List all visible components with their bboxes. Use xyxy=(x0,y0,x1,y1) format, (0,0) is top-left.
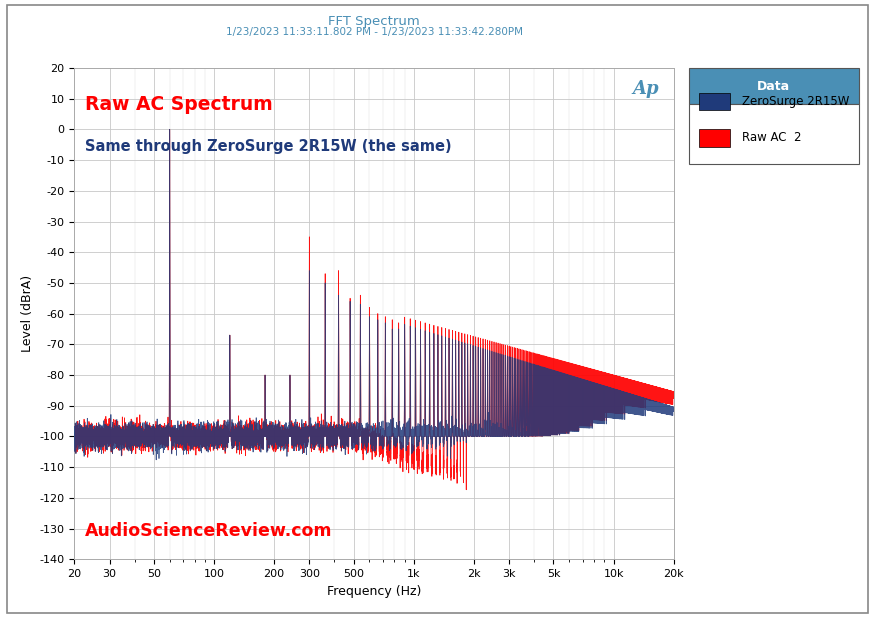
Text: Same through ZeroSurge 2R15W (the same): Same through ZeroSurge 2R15W (the same) xyxy=(85,139,452,154)
Bar xyxy=(699,93,730,110)
Text: 1/23/2023 11:33:11.802 PM - 1/23/2023 11:33:42.280PM: 1/23/2023 11:33:11.802 PM - 1/23/2023 11… xyxy=(226,27,522,36)
Bar xyxy=(699,129,730,146)
Text: Ap: Ap xyxy=(632,80,659,98)
Text: Data: Data xyxy=(758,80,790,93)
Text: Raw AC  2: Raw AC 2 xyxy=(741,132,801,145)
Bar xyxy=(689,68,859,104)
Text: AudioScienceReview.com: AudioScienceReview.com xyxy=(85,522,332,540)
X-axis label: Frequency (Hz): Frequency (Hz) xyxy=(327,585,421,598)
Text: Raw AC Spectrum: Raw AC Spectrum xyxy=(85,95,273,114)
Bar xyxy=(689,104,859,164)
Text: FFT Spectrum: FFT Spectrum xyxy=(328,15,420,28)
Y-axis label: Level (dBrA): Level (dBrA) xyxy=(21,275,34,352)
Text: ZeroSurge 2R15W: ZeroSurge 2R15W xyxy=(741,96,849,109)
